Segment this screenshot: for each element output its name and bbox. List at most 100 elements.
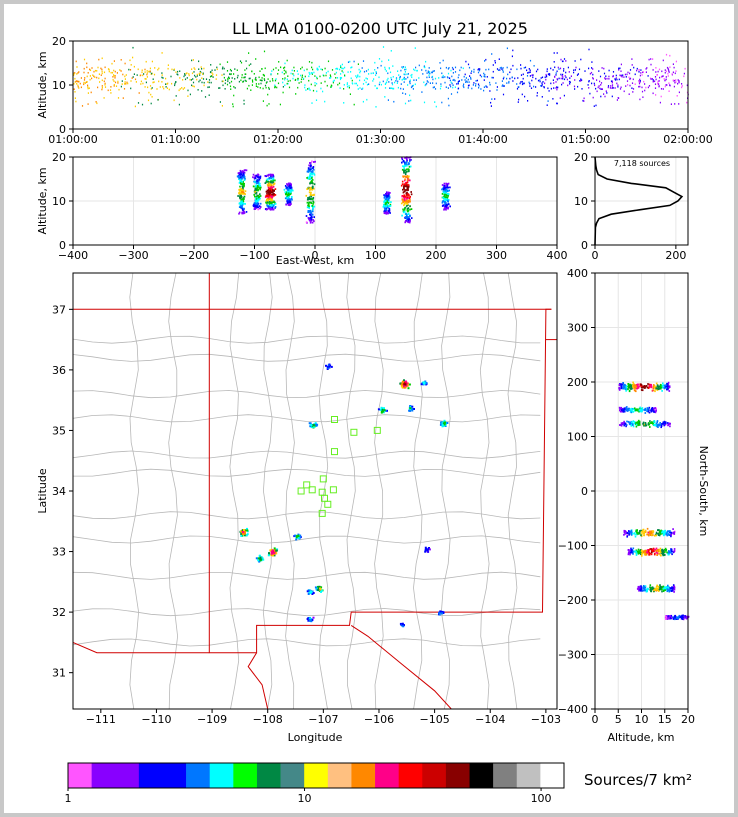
time-height-source [373,78,375,80]
east-west-source [291,198,293,201]
east-west-source [290,197,293,200]
time-height-source [327,70,329,73]
plan-view-source [427,547,430,550]
time-height-source [264,67,266,70]
north-south-source [639,407,642,410]
north-south-source [649,531,652,534]
time-height-source [94,76,96,78]
north-south-source [635,554,638,556]
time-height-source [201,90,203,92]
time-height-source [75,100,77,103]
time-height-source [316,90,318,93]
time-height-source [431,71,433,74]
time-height-source [381,60,383,63]
east-west-source [410,208,413,210]
time-height-source [406,73,408,76]
time-height-source [161,52,163,54]
time-height-source [384,87,387,89]
east-west-source [309,172,312,175]
north-south-source [673,550,676,552]
time-height-source [677,79,679,81]
east-west-source [403,183,406,186]
time-height-ytick-label: 10 [52,79,66,92]
north-south-source [660,425,663,427]
east-west-source [238,172,241,174]
east-west-source [385,208,388,211]
time-height-source [581,88,583,90]
time-height-source [194,68,196,71]
time-height-source [151,60,153,63]
east-west-source [269,205,271,208]
time-height-source [193,85,195,88]
north-south-source [663,530,665,533]
time-height-source [107,68,110,70]
east-west-source [269,192,272,195]
time-height-source [320,68,322,70]
east-west-source [389,212,391,214]
north-south-source [638,531,641,534]
north-south-source [623,407,626,410]
time-height-source [208,81,210,84]
north-south-source [627,553,630,556]
north-south-source [643,531,646,533]
north-south-source [650,409,652,412]
north-south-source [660,552,663,555]
north-south-source [644,424,646,427]
time-height-source [222,80,224,83]
time-height-source [208,79,211,81]
east-west-source [310,201,312,204]
time-height-source [391,87,393,89]
time-height-source [667,75,669,77]
time-height-source [279,103,281,106]
time-height-source [489,83,491,86]
time-height-source [397,86,399,89]
time-height-source [610,80,613,82]
plan-view-source [379,408,382,411]
time-height-source [188,73,190,75]
time-height-source [421,69,423,71]
lma-stations [297,416,381,517]
east-west-source [273,201,275,203]
time-height-source [614,79,617,81]
time-height-source [223,76,225,79]
time-height-source [510,68,512,71]
time-height-source [145,81,147,84]
plan-view-source [423,382,426,385]
east-west-source [267,191,269,194]
north-south-source [664,531,666,534]
county-border-line [374,273,384,709]
time-height-source [568,80,571,83]
east-west-source [271,178,274,181]
north-south-source [670,531,672,534]
north-south-source [632,385,634,388]
time-height-source [643,80,645,83]
north-south-source [658,424,661,427]
plan-view-source [246,529,249,532]
north-south-xtick-label: 0 [592,713,599,726]
plan-view-source [380,407,383,409]
time-height-source [574,79,576,81]
time-height-source [171,82,173,85]
east-west-source [311,213,314,216]
time-height-source [352,82,354,85]
time-height-source [574,60,576,62]
east-west-source [310,191,312,194]
time-height-source [161,76,163,79]
east-west-source [274,188,277,190]
north-south-source [643,423,646,426]
time-height-source [411,76,413,78]
north-south-source [652,389,655,392]
north-south-source [644,408,646,411]
plan-view-source [310,591,313,594]
east-west-source [239,176,242,179]
lma-station-marker [319,475,327,483]
east-west-source [285,191,288,194]
time-height-source [309,89,311,91]
time-height-source [376,87,378,90]
east-west-source [311,177,313,179]
east-west-source [311,198,313,201]
north-south-source [620,383,622,386]
time-height-source [324,100,326,103]
time-height-source [391,82,393,84]
north-south-source [621,410,623,413]
